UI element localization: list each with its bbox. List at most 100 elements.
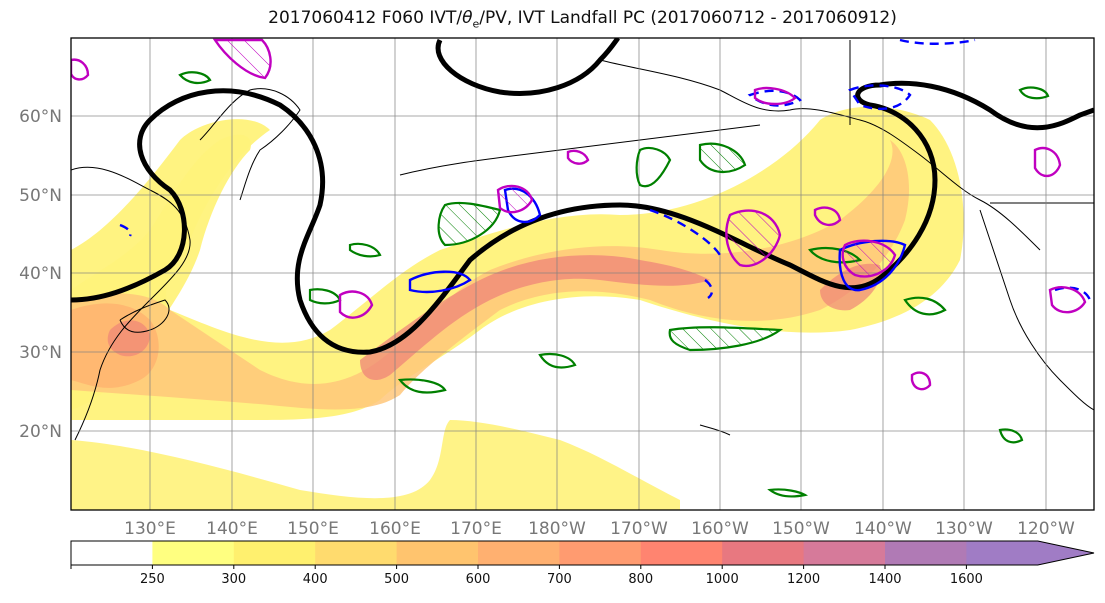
theta-contour bbox=[1018, 86, 1050, 100]
colorbar-tick-label: 1200 bbox=[787, 572, 820, 587]
pv-magenta-contour bbox=[910, 371, 932, 391]
lon-label: 140°E bbox=[206, 519, 258, 539]
theta-contour bbox=[437, 201, 502, 247]
pv-contour bbox=[119, 223, 132, 237]
theta-contour bbox=[397, 378, 447, 394]
map-content bbox=[71, 38, 1094, 510]
colorbar-tick-label: 600 bbox=[466, 572, 491, 587]
na-west-coast bbox=[979, 209, 1094, 411]
pv-magenta-contour bbox=[212, 38, 272, 80]
lon-label: 170°W bbox=[610, 519, 668, 539]
theta-contour bbox=[348, 242, 382, 258]
alaska-coast bbox=[599, 59, 1041, 251]
colorbar-tick-label: 300 bbox=[221, 572, 246, 587]
colorbar-segment bbox=[722, 541, 805, 565]
lat-labels: 60°N 50°N 40°N 30°N 20°N bbox=[19, 107, 62, 442]
colorbar-tick-label: 1600 bbox=[950, 572, 983, 587]
pv-contour bbox=[848, 84, 912, 111]
title-prefix: 2017060412 F060 IVT/ bbox=[268, 8, 463, 28]
theta-contour bbox=[767, 488, 809, 498]
pv-contours bbox=[119, 38, 1092, 301]
lon-label: 130°W bbox=[935, 519, 993, 539]
lon-label: 130°E bbox=[124, 519, 176, 539]
title-suffix: /PV, IVT Landfall PC (2017060712 - 20170… bbox=[479, 8, 897, 28]
lon-label: 180°W bbox=[528, 519, 586, 539]
pv-magenta-contour bbox=[1048, 286, 1087, 314]
lon-label: 150°E bbox=[287, 519, 339, 539]
ivt-band-tropics bbox=[71, 420, 680, 510]
theta-e-contours bbox=[178, 71, 1050, 498]
asia-coast bbox=[71, 166, 191, 441]
colorbar-segment bbox=[559, 541, 642, 565]
colorbar-segment bbox=[966, 541, 1094, 565]
theta-contour bbox=[635, 146, 672, 188]
lat-label: 30°N bbox=[19, 343, 62, 363]
colorbar-tick-label: 800 bbox=[628, 572, 653, 587]
colorbar-tick-label: 1000 bbox=[706, 572, 739, 587]
hawaii bbox=[699, 424, 731, 436]
lon-label: 170°E bbox=[450, 519, 502, 539]
colorbar-tick-label: 700 bbox=[547, 572, 572, 587]
lon-label: 150°W bbox=[772, 519, 830, 539]
theta-contour bbox=[698, 142, 747, 173]
lat-label: 20°N bbox=[19, 422, 62, 442]
colorbar-segment bbox=[233, 541, 316, 565]
colorbar-segment bbox=[478, 541, 560, 565]
pv-magenta-contour bbox=[1033, 146, 1062, 178]
colorbar-tick-label: 500 bbox=[384, 572, 409, 587]
pv-contour bbox=[747, 89, 802, 107]
pv-contour bbox=[704, 279, 714, 299]
map-title: 2017060412 F060 IVT/θe/PV, IVT Landfall … bbox=[0, 8, 1105, 30]
theta-contour bbox=[178, 71, 212, 85]
theta-contour bbox=[538, 352, 577, 369]
pv-magenta-contour bbox=[753, 86, 797, 106]
geopotential-contour bbox=[71, 80, 1094, 355]
colorbar-segment bbox=[396, 541, 479, 565]
pv-magenta-contour bbox=[841, 239, 897, 278]
colorbar: 250 300 400 500 600 700 800 1000 1200 1400 1600 bbox=[70, 540, 1095, 587]
lon-label: 160°W bbox=[691, 519, 749, 539]
japan-islands bbox=[119, 299, 170, 333]
lon-label: 160°E bbox=[369, 519, 421, 539]
ivt-band-mid bbox=[71, 140, 910, 410]
geopotential-contours bbox=[71, 38, 1094, 355]
colorbar-segment bbox=[71, 541, 153, 565]
colorbar-segment bbox=[640, 541, 723, 565]
lat-label: 60°N bbox=[19, 107, 62, 127]
map-frame bbox=[70, 37, 1095, 511]
title-theta-sub: e bbox=[472, 17, 480, 31]
pv-magenta-contour bbox=[813, 206, 842, 227]
pv-magenta-contour bbox=[496, 184, 534, 214]
lon-labels: 130°E 140°E 150°E 160°E 170°E 180°W 170°… bbox=[124, 519, 1075, 539]
lon-label: 140°W bbox=[854, 519, 912, 539]
colorbar-segment bbox=[152, 541, 235, 565]
pv-contour bbox=[408, 270, 472, 294]
lon-label: 120°W bbox=[1017, 519, 1075, 539]
coastlines bbox=[71, 40, 1094, 441]
kamchatka-coast bbox=[199, 88, 301, 201]
pv-magenta-contour bbox=[566, 149, 590, 165]
colorbar-tick-label: 1400 bbox=[868, 572, 901, 587]
pv-contour bbox=[1054, 286, 1092, 301]
theta-contour bbox=[668, 326, 784, 352]
pv-magenta-contour bbox=[71, 58, 90, 81]
title-theta: θ bbox=[462, 8, 473, 28]
pv-contour bbox=[649, 208, 721, 256]
theta-contour bbox=[998, 428, 1024, 444]
pv-contour bbox=[899, 38, 976, 45]
colorbar-tick-label: 400 bbox=[303, 572, 328, 587]
lat-label: 40°N bbox=[19, 264, 62, 284]
colorbar-segment bbox=[803, 541, 886, 565]
colorbar-segment bbox=[315, 541, 398, 565]
colorbar-segment bbox=[885, 541, 967, 565]
lat-label: 50°N bbox=[19, 186, 62, 206]
ivt-band-high-japan bbox=[107, 320, 150, 357]
aleutians bbox=[399, 124, 761, 176]
theta-contour bbox=[903, 296, 947, 316]
pv-magenta-contour bbox=[338, 290, 374, 319]
pv-magenta-contour bbox=[725, 209, 782, 268]
geopotential-contour bbox=[435, 38, 621, 96]
colorbar-outline bbox=[70, 540, 1095, 566]
pv-magenta-contours bbox=[71, 38, 1087, 391]
